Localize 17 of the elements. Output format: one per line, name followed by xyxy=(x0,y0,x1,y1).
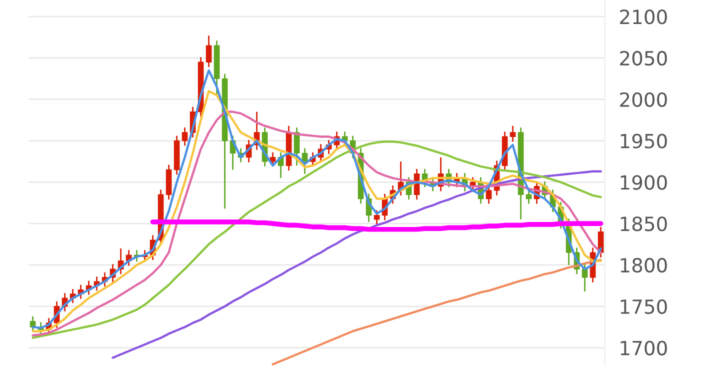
candlestick xyxy=(486,184,492,204)
line-series xyxy=(112,170,602,359)
candlestick xyxy=(182,126,188,146)
y-tick-label: 1850 xyxy=(620,216,667,232)
y-tick-label: 2050 xyxy=(620,50,667,66)
y-tick-label: 1800 xyxy=(620,258,667,273)
y-tick-label: 2100 xyxy=(620,10,667,24)
y-tick-label: 1900 xyxy=(620,175,667,190)
y-tick-label: 1750 xyxy=(620,299,667,314)
y-tick-label: 1700 xyxy=(620,340,667,356)
candlestick xyxy=(206,34,212,68)
candlestick xyxy=(526,188,532,204)
line-series xyxy=(150,219,604,232)
candlestick xyxy=(374,210,380,226)
y-tick-label: 2000 xyxy=(620,92,667,108)
y-tick-label: 1950 xyxy=(620,134,667,148)
candlestick xyxy=(510,125,516,142)
